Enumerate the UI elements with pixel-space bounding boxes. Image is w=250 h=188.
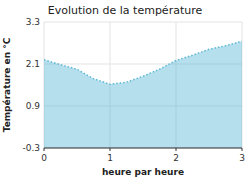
chart-svg: 0 1 2 3 -0.3 0.9 2.1 3.3 heure par heure Températ… [0,0,250,188]
x-axis-label: heure par heure [102,167,184,177]
y-grid-line [44,148,242,149]
y-grid-line [44,22,242,23]
x-tick [110,148,111,151]
line [44,41,242,84]
chart-container: 0 1 2 3 -0.3 0.9 2.1 3.3 heure par heure Températ… [0,0,250,188]
x-tick-label: 3 [239,153,245,163]
x-tick [242,148,243,151]
data-group [44,41,242,148]
axes: 0 1 2 3 -0.3 0.9 2.1 3.3 [22,17,244,163]
x-tick-label: 2 [173,153,179,163]
y-tick-label: 3.3 [26,17,40,27]
y-axis-label: Température en °C [2,37,12,132]
x-tick-label: 0 [41,153,47,163]
area [44,41,242,148]
grid [44,22,242,148]
title: Evolution de la température [48,4,203,17]
x-tick [176,148,177,151]
y-tick-label: 0.9 [26,101,41,111]
y-tick-label: 2.1 [26,59,40,69]
y-tick-label: -0.3 [22,143,40,153]
x-tick-label: 1 [107,153,113,163]
x-tick [44,148,45,151]
x-axis-line [44,148,242,149]
